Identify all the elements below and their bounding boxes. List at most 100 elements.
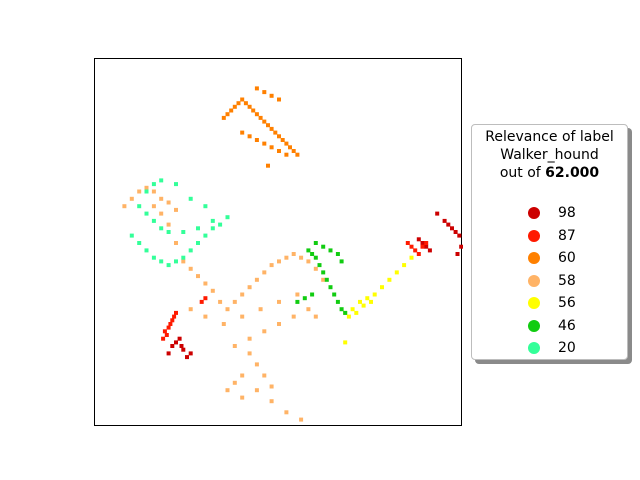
- point: [310, 292, 315, 297]
- point: [254, 388, 259, 393]
- point: [166, 222, 171, 227]
- point: [321, 270, 326, 275]
- point: [232, 104, 237, 109]
- point: [232, 380, 237, 385]
- point: [203, 281, 208, 286]
- point: [273, 130, 278, 135]
- point: [269, 145, 274, 150]
- point: [218, 222, 223, 227]
- plot-area: [94, 58, 463, 426]
- point: [266, 163, 270, 168]
- point: [450, 226, 454, 231]
- point: [225, 215, 230, 220]
- legend-dot: [528, 319, 540, 332]
- point: [361, 303, 366, 308]
- legend-dot: [528, 297, 540, 309]
- point: [221, 322, 226, 326]
- point: [251, 108, 256, 113]
- series-20: [129, 178, 230, 268]
- point: [210, 218, 215, 223]
- point: [306, 307, 311, 312]
- point: [291, 314, 296, 319]
- point: [181, 259, 186, 264]
- point: [262, 90, 267, 95]
- point: [174, 310, 178, 315]
- point: [277, 259, 281, 264]
- point: [416, 237, 421, 242]
- point: [196, 241, 200, 245]
- point: [413, 248, 418, 253]
- legend-title-line2: Walker_hound: [500, 147, 599, 163]
- point: [174, 182, 178, 187]
- point: [151, 204, 156, 209]
- point: [424, 244, 429, 249]
- point: [335, 252, 340, 256]
- point: [459, 244, 463, 249]
- point: [380, 285, 384, 290]
- point: [269, 399, 274, 404]
- legend-entry-98: 98: [528, 203, 576, 223]
- legend-label: 87: [558, 227, 576, 244]
- point: [170, 318, 175, 323]
- point: [240, 97, 245, 102]
- legend-entry-60: 60: [528, 248, 576, 268]
- point: [240, 314, 245, 319]
- point: [354, 310, 359, 315]
- point: [254, 86, 259, 91]
- point: [453, 230, 458, 234]
- point: [339, 307, 344, 312]
- point: [166, 263, 171, 268]
- point: [313, 266, 318, 271]
- point: [170, 344, 175, 348]
- point: [369, 299, 373, 304]
- point: [358, 299, 362, 304]
- point: [168, 322, 173, 326]
- point: [295, 292, 300, 297]
- legend-title-line3: out of 62.000: [472, 163, 627, 183]
- legend-title-value: 62.000: [545, 165, 600, 181]
- point: [254, 362, 259, 367]
- legend-label: 56: [558, 295, 576, 311]
- legend-label: 60: [558, 250, 576, 266]
- point: [409, 244, 414, 249]
- point: [232, 344, 237, 348]
- point: [269, 126, 274, 131]
- point: [247, 336, 252, 341]
- series-46: [295, 241, 348, 315]
- point: [196, 274, 200, 279]
- point: [321, 277, 326, 282]
- point: [269, 384, 274, 389]
- point: [277, 97, 281, 102]
- point: [243, 101, 248, 106]
- point: [420, 241, 425, 245]
- legend-entry-46: 46: [528, 316, 576, 336]
- series-56: [343, 255, 414, 345]
- point: [240, 292, 245, 297]
- point: [236, 101, 241, 106]
- point: [240, 395, 245, 400]
- legend-entry-56: 56: [528, 293, 576, 313]
- point: [284, 410, 289, 415]
- point: [299, 417, 304, 422]
- point: [225, 112, 230, 117]
- legend: Relevance of label Walker_hound out of 6…: [471, 124, 628, 360]
- point: [416, 252, 421, 256]
- point: [284, 141, 289, 146]
- point: [225, 307, 230, 312]
- point: [188, 248, 193, 253]
- point: [247, 351, 252, 356]
- point: [254, 277, 259, 282]
- point: [144, 248, 149, 253]
- point: [299, 255, 304, 260]
- point: [280, 138, 285, 142]
- legend-dot: [528, 274, 540, 287]
- point: [266, 123, 270, 128]
- point: [203, 204, 208, 209]
- point: [313, 255, 318, 260]
- point: [172, 314, 177, 319]
- point: [181, 347, 186, 352]
- point: [277, 299, 281, 304]
- point: [174, 207, 178, 212]
- point: [179, 344, 184, 348]
- point: [284, 152, 289, 157]
